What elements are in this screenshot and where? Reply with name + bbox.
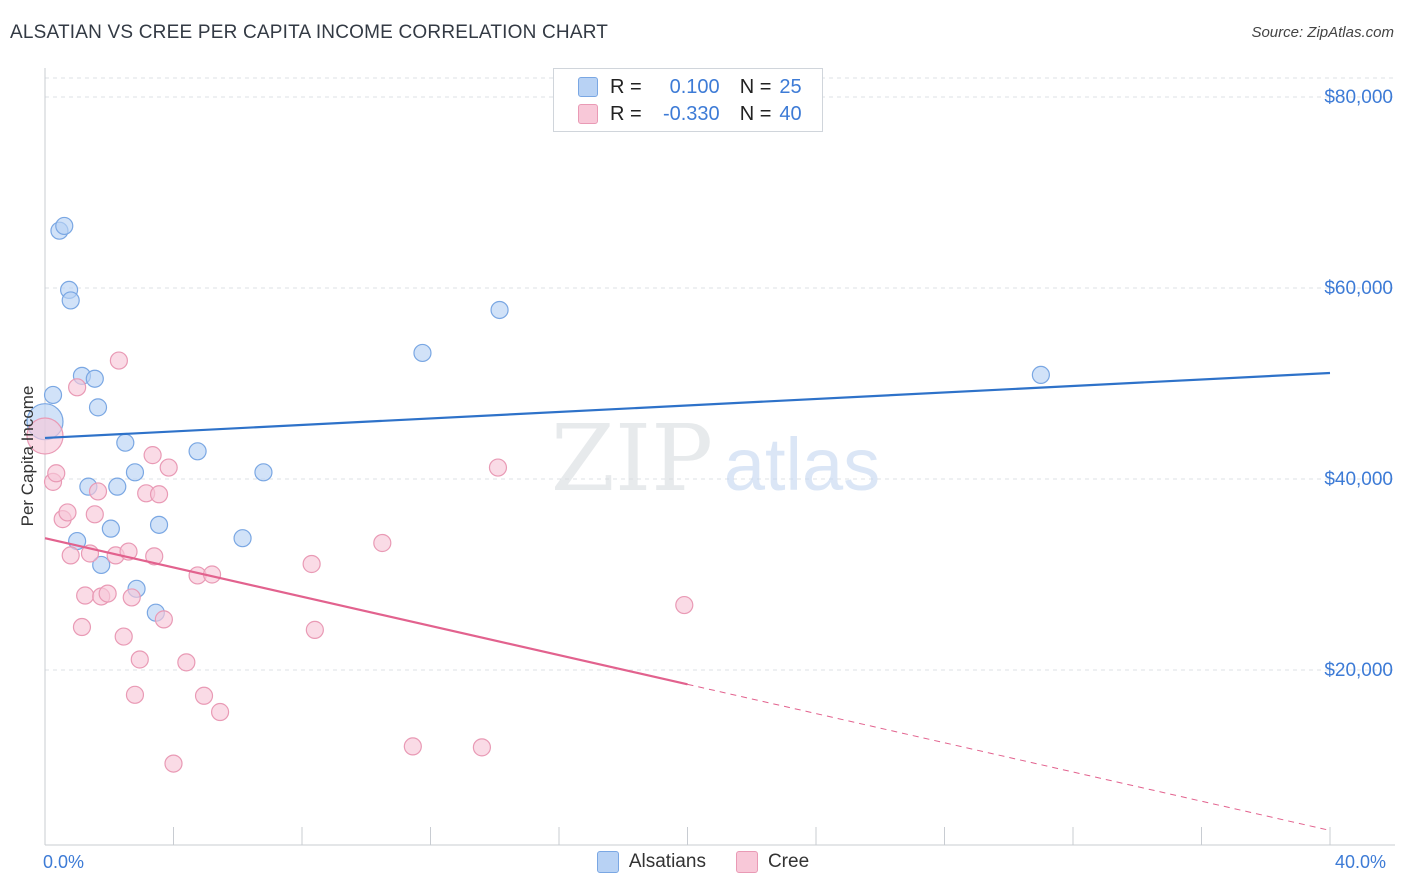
grid-lines — [45, 77, 1395, 671]
alsatians-point — [55, 216, 74, 236]
cree-point — [164, 754, 183, 773]
legend-row-alsatians: R = 0.100 N = 25 — [578, 74, 802, 100]
cree-point — [68, 378, 87, 397]
r-label: R = — [610, 102, 642, 125]
y-tick-label: $80,000 — [1324, 87, 1393, 108]
cree-point — [472, 738, 491, 757]
cree-point — [373, 533, 392, 553]
cree-point — [98, 584, 117, 603]
alsatians-legend-label: Alsatians — [628, 851, 706, 872]
cree-legend-swatch — [735, 851, 758, 873]
alsatians-points — [26, 216, 1050, 622]
alsatians-point — [125, 463, 145, 482]
alsatians-point — [490, 300, 509, 320]
cree-point — [149, 485, 169, 504]
legend-item-cree: Cree — [735, 851, 810, 873]
alsatians-point — [413, 343, 432, 363]
alsatians-point — [1031, 365, 1050, 385]
cree-point — [210, 702, 230, 722]
cree-point — [143, 446, 162, 465]
y-tick-label: $40,000 — [1324, 469, 1393, 490]
cree-swatch — [578, 104, 598, 124]
r-value: 0.100 — [669, 75, 720, 98]
watermark-atlas: atlas — [724, 423, 880, 506]
cree-trend-line — [44, 537, 688, 686]
cree-point — [114, 627, 133, 646]
cree-point — [145, 547, 164, 566]
y-tick-label: $20,000 — [1324, 660, 1393, 681]
cree-point — [130, 650, 149, 669]
y-axis-label: Per Capita Income — [18, 385, 37, 527]
watermark-zip: ZIP — [551, 405, 713, 512]
alsatians-point — [108, 477, 127, 496]
r-label: R = — [610, 75, 642, 98]
n-value: 25 — [779, 75, 802, 98]
alsatians-point — [61, 291, 80, 310]
y-tick-labels: $20,000 $40,000 $60,000 $80,000 — [1324, 87, 1393, 681]
cree-point — [154, 610, 173, 629]
cree-point — [85, 505, 104, 524]
n-label: N = — [739, 102, 772, 125]
alsatians-point — [233, 529, 252, 548]
cree-point — [61, 546, 80, 565]
cree-point — [177, 653, 196, 672]
alsatians-swatch — [578, 77, 598, 97]
axes — [44, 68, 1395, 846]
cree-point — [125, 685, 145, 704]
alsatians-point — [88, 398, 108, 417]
x-tick-label-max: 40.0% — [1335, 852, 1387, 872]
x-tick-label-min: 0.0% — [43, 852, 85, 872]
alsatians-legend-swatch — [596, 851, 619, 873]
alsatians-point — [116, 433, 135, 452]
alsatians-trend-line — [44, 371, 1331, 440]
cree-point — [159, 458, 178, 477]
cree-point — [488, 458, 508, 477]
alsatians-point — [85, 369, 104, 388]
chart-title: ALSATIAN VS CREE PER CAPITA INCOME CORRE… — [10, 22, 609, 43]
y-tick-label: $60,000 — [1324, 278, 1393, 299]
cree-point — [58, 503, 77, 522]
cree-point — [122, 588, 141, 607]
alsatians-point — [92, 555, 111, 575]
alsatians-point — [101, 519, 120, 538]
cree-point — [403, 737, 422, 756]
cree-legend-label: Cree — [767, 851, 810, 872]
alsatians-point — [149, 515, 169, 534]
series-legend: Alsatians Cree — [0, 851, 1406, 873]
alsatians-point — [43, 385, 63, 405]
source-label: Source: ZipAtlas.com — [1251, 24, 1394, 41]
alsatians-point — [254, 463, 273, 482]
n-value: 40 — [779, 102, 802, 125]
cree-point — [302, 554, 321, 574]
cree-point — [675, 595, 694, 615]
legend-item-alsatians: Alsatians — [596, 851, 706, 873]
n-label: N = — [739, 75, 772, 98]
watermark: ZIP atlas — [551, 405, 880, 512]
cree-point — [194, 686, 214, 705]
cree-trend-extension — [687, 683, 1331, 831]
r-value: -0.330 — [662, 102, 720, 125]
cree-point — [76, 586, 95, 605]
cree-point — [47, 464, 66, 483]
cree-point — [305, 620, 324, 639]
alsatians-point — [188, 442, 207, 461]
stats-legend: R = 0.100 N = 25 R = -0.330 N = 40 — [553, 68, 823, 132]
trend-lines — [44, 371, 1331, 831]
cree-point — [88, 482, 108, 501]
cree-point — [109, 351, 128, 370]
legend-row-cree: R = -0.330 N = 40 — [578, 101, 802, 127]
cree-point — [72, 617, 92, 637]
